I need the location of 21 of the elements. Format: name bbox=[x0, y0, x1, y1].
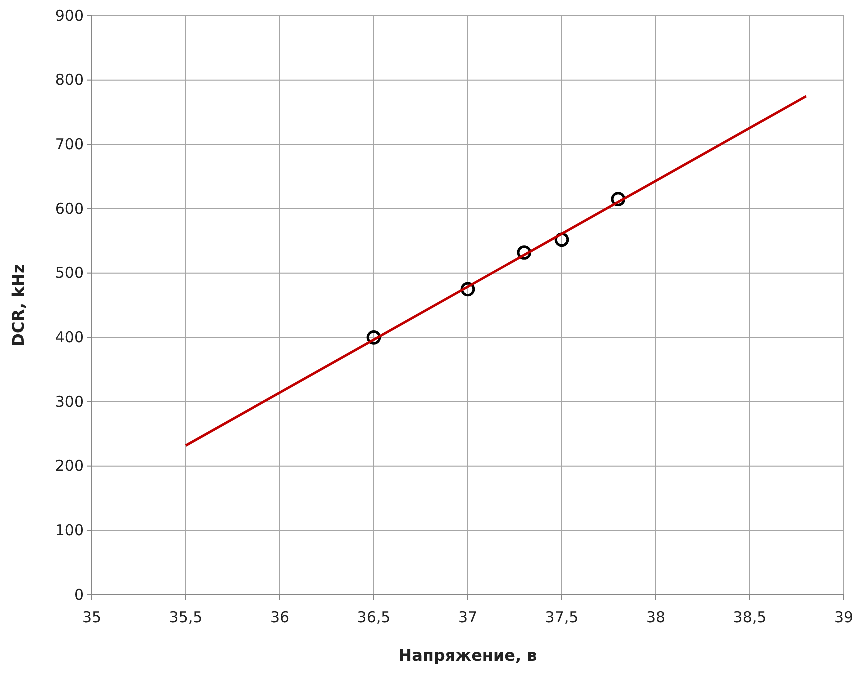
y-tick-label: 700 bbox=[55, 135, 84, 154]
x-tick-label: 37,5 bbox=[545, 608, 579, 626]
y-tick-label: 300 bbox=[55, 392, 84, 411]
x-axis-title: Напряжение, в bbox=[398, 646, 538, 665]
y-tick-label: 200 bbox=[55, 457, 84, 476]
y-tick-label: 600 bbox=[55, 200, 84, 218]
y-tick-label: 900 bbox=[55, 6, 84, 25]
y-tick-label: 0 bbox=[74, 586, 84, 604]
x-tick-label: 38,5 bbox=[733, 608, 767, 626]
x-tick-label: 37 bbox=[458, 608, 478, 626]
x-tick-label: 35 bbox=[82, 608, 102, 626]
y-axis-title: DCR, kHz bbox=[9, 264, 28, 347]
x-tick-label: 39 bbox=[834, 608, 854, 626]
y-tick-label: 100 bbox=[55, 521, 84, 540]
y-tick-label: 400 bbox=[55, 328, 84, 346]
y-tick-label: 500 bbox=[55, 264, 84, 282]
y-tick-label: 800 bbox=[55, 71, 84, 90]
x-tick-label: 35,5 bbox=[169, 608, 203, 626]
x-tick-label: 36 bbox=[270, 608, 290, 626]
x-tick-label: 36,5 bbox=[357, 608, 391, 626]
x-tick-label: 38 bbox=[646, 608, 666, 626]
